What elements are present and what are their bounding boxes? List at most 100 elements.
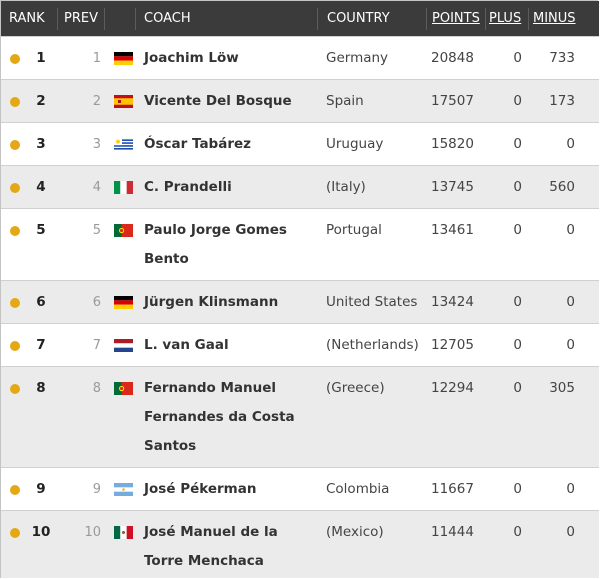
plus-cell: 0 xyxy=(513,337,522,353)
points-cell: 15820 xyxy=(431,136,474,152)
plus-sort-link[interactable]: PLUS xyxy=(489,11,522,26)
points-cell: 12705 xyxy=(431,337,474,353)
prev-rank-cell: 5 xyxy=(92,223,101,238)
country-cell: (Greece) xyxy=(326,380,385,396)
status-dot xyxy=(10,54,20,64)
header-divider xyxy=(317,8,318,30)
prev-rank-cell: 7 xyxy=(92,338,101,353)
plus-cell: 0 xyxy=(513,481,522,497)
rank-cell: 1 xyxy=(36,50,46,66)
status-dot xyxy=(10,97,20,107)
header-divider xyxy=(426,8,427,30)
minus-cell: 0 xyxy=(566,481,575,497)
points-cell: 11444 xyxy=(431,524,474,540)
uruguay-flag-icon xyxy=(114,138,133,151)
minus-cell: 305 xyxy=(549,380,575,396)
netherlands-flag-icon xyxy=(114,339,133,352)
country-column-header: COUNTRY xyxy=(327,11,390,26)
germany-flag-icon xyxy=(114,296,133,309)
status-dot xyxy=(10,226,20,236)
country-cell: (Mexico) xyxy=(326,524,384,540)
table-row: 10 10 José Manuel de la Torre Menchaca (Mex… xyxy=(1,510,599,578)
rank-cell: 6 xyxy=(36,294,46,310)
status-dot xyxy=(10,528,20,538)
points-cell: 13745 xyxy=(431,179,474,195)
minus-cell: 0 xyxy=(566,524,575,540)
table-header: RANK PREV COACH COUNTRY POINTS PLUS MINU… xyxy=(1,1,599,36)
country-cell: Germany xyxy=(326,50,389,66)
plus-cell: 0 xyxy=(513,524,522,540)
status-dot xyxy=(10,341,20,351)
germany-flag-icon xyxy=(114,52,133,65)
points-sort-link[interactable]: POINTS xyxy=(432,11,480,26)
points-cell: 13461 xyxy=(431,222,474,238)
minus-sort-link[interactable]: MINUS xyxy=(533,11,576,26)
rank-cell: 10 xyxy=(31,524,51,540)
status-dot xyxy=(10,183,20,193)
portugal-flag-icon xyxy=(114,382,133,395)
points-cell: 13424 xyxy=(431,294,474,310)
plus-cell: 0 xyxy=(513,222,522,238)
minus-cell: 0 xyxy=(566,222,575,238)
prev-rank-cell: 3 xyxy=(92,137,101,152)
points-cell: 11667 xyxy=(431,481,474,497)
table-row: 7 7 L. van Gaal (Netherlands) 12705 0 0 xyxy=(1,323,599,366)
argentina-flag-icon xyxy=(114,483,133,496)
prev-rank-cell: 4 xyxy=(92,180,101,195)
country-cell: (Italy) xyxy=(326,179,366,195)
rank-cell: 3 xyxy=(36,136,46,152)
portugal-flag-icon xyxy=(114,224,133,237)
country-cell: (Netherlands) xyxy=(326,337,419,353)
header-divider xyxy=(135,8,136,30)
minus-cell: 0 xyxy=(566,337,575,353)
table-row: 3 3 Óscar Tabárez Uruguay 15820 0 0 xyxy=(1,122,599,165)
table-row: 1 1 Joachim Löw Germany 20848 0 733 xyxy=(1,36,599,79)
coach-name[interactable]: Fernando Manuel Fernandes da Costa Santo… xyxy=(144,380,295,454)
coach-name[interactable]: L. van Gaal xyxy=(144,337,229,353)
plus-cell: 0 xyxy=(513,294,522,310)
coach-name[interactable]: C. Prandelli xyxy=(144,179,232,195)
table-row: 5 5 Paulo Jorge Gomes Bento Portugal 13461 0 0 xyxy=(1,208,599,280)
prev-column-header: PREV xyxy=(64,11,98,26)
rank-column-header: RANK xyxy=(9,11,45,26)
country-cell: Spain xyxy=(326,93,364,109)
header-divider xyxy=(57,8,58,30)
coach-name[interactable]: José Manuel de la Torre Menchaca xyxy=(144,524,278,569)
plus-cell: 0 xyxy=(513,136,522,152)
prev-rank-cell: 2 xyxy=(92,94,101,109)
coach-name[interactable]: Paulo Jorge Gomes Bento xyxy=(144,222,287,267)
italy-flag-icon xyxy=(114,181,133,194)
spain-flag-icon xyxy=(114,95,133,108)
points-cell: 12294 xyxy=(431,380,474,396)
prev-rank-cell: 10 xyxy=(84,525,101,540)
minus-cell: 733 xyxy=(549,50,575,66)
plus-cell: 0 xyxy=(513,50,522,66)
minus-cell: 0 xyxy=(566,136,575,152)
status-dot xyxy=(10,384,20,394)
coach-name[interactable]: Jürgen Klinsmann xyxy=(144,294,279,310)
rank-cell: 9 xyxy=(36,481,46,497)
country-cell: Colombia xyxy=(326,481,390,497)
plus-cell: 0 xyxy=(513,93,522,109)
coach-name[interactable]: Joachim Löw xyxy=(144,50,239,66)
minus-cell: 0 xyxy=(566,294,575,310)
status-dot xyxy=(10,298,20,308)
country-cell: Uruguay xyxy=(326,136,384,152)
plus-cell: 0 xyxy=(513,380,522,396)
coach-name[interactable]: Vicente Del Bosque xyxy=(144,93,292,109)
header-divider xyxy=(104,8,105,30)
points-cell: 17507 xyxy=(431,93,474,109)
prev-rank-cell: 9 xyxy=(92,482,101,497)
rank-cell: 2 xyxy=(36,93,46,109)
table-row: 9 9 José Pékerman Colombia 11667 0 0 xyxy=(1,467,599,510)
minus-cell: 173 xyxy=(549,93,575,109)
coach-name[interactable]: José Pékerman xyxy=(144,481,257,497)
coach-column-header: COACH xyxy=(144,11,191,26)
rank-cell: 8 xyxy=(36,380,46,396)
table-row: 4 4 C. Prandelli (Italy) 13745 0 560 xyxy=(1,165,599,208)
header-divider xyxy=(485,8,486,30)
country-cell: Portugal xyxy=(326,222,382,238)
rank-cell: 7 xyxy=(36,337,46,353)
coach-name[interactable]: Óscar Tabárez xyxy=(144,136,252,152)
points-cell: 20848 xyxy=(431,50,474,66)
